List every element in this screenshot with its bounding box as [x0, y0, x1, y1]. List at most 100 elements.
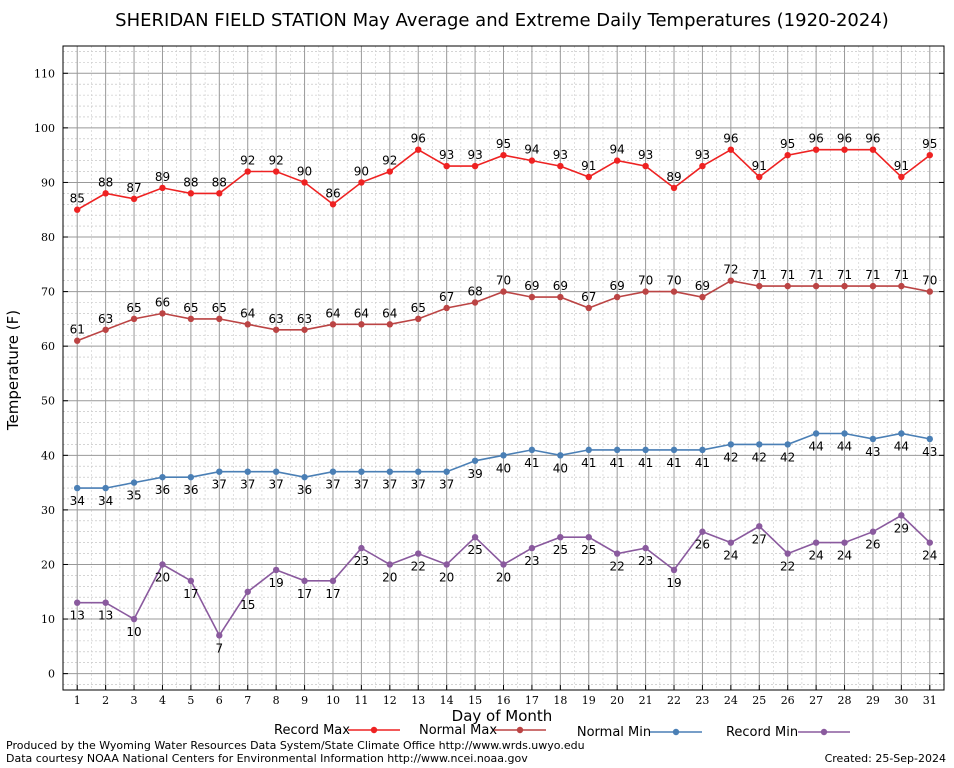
data-point-record-max: [898, 173, 905, 181]
data-point-normal-max: [159, 310, 166, 317]
y-tick-label: 20: [41, 558, 55, 571]
data-label-normal-max: 70: [496, 274, 511, 288]
data-point-record-max: [926, 151, 933, 159]
data-point-normal-min: [756, 441, 763, 448]
data-point-normal-max: [102, 326, 109, 333]
data-point-record-min: [443, 561, 450, 568]
x-tick-label: 17: [525, 694, 539, 707]
data-label-normal-min: 34: [70, 494, 85, 508]
x-tick-label: 6: [216, 694, 223, 707]
data-label-normal-max: 70: [666, 274, 681, 288]
data-point-record-min: [415, 550, 422, 557]
grid: [63, 46, 945, 690]
x-tick-label: 14: [440, 694, 454, 707]
x-tick-label: 16: [497, 694, 511, 707]
data-point-record-min: [102, 599, 109, 606]
data-label-record-min: 13: [70, 609, 85, 623]
data-label-normal-min: 44: [837, 439, 852, 453]
data-label-normal-max: 71: [752, 268, 767, 282]
data-point-normal-min: [386, 468, 394, 475]
data-label-record-min: 26: [865, 538, 880, 552]
data-label-record-min: 22: [610, 560, 625, 574]
data-point-record-min: [329, 577, 337, 585]
data-point-normal-max: [812, 282, 820, 290]
data-point-record-max: [699, 162, 706, 170]
data-label-record-min: 7: [215, 641, 223, 655]
data-point-record-max: [415, 146, 422, 153]
data-label-normal-min: 44: [894, 439, 909, 453]
data-label-record-min: 20: [382, 570, 397, 584]
data-point-normal-min: [187, 473, 195, 481]
data-point-normal-min: [500, 452, 507, 459]
data-point-normal-min: [699, 446, 706, 454]
data-point-record-max: [500, 151, 507, 159]
data-point-normal-max: [443, 304, 450, 312]
y-tick-label: 50: [41, 395, 55, 408]
x-tick-label: 30: [894, 694, 908, 707]
data-point-record-min: [272, 566, 280, 574]
data-point-normal-max: [415, 315, 422, 323]
data-point-record-max: [301, 179, 308, 186]
x-tick-label: 11: [354, 694, 368, 707]
data-label-normal-max: 65: [411, 301, 426, 315]
data-label-normal-min: 37: [354, 478, 369, 492]
data-label-normal-min: 43: [922, 445, 937, 459]
data-point-normal-min: [130, 479, 138, 486]
data-label-normal-min: 40: [553, 461, 568, 475]
data-point-normal-min: [869, 435, 877, 443]
data-point-record-min: [841, 539, 848, 546]
data-label-normal-min: 41: [666, 456, 681, 470]
data-label-record-max: 96: [808, 132, 823, 146]
data-point-normal-max: [869, 282, 877, 290]
y-tick-label: 90: [41, 176, 55, 189]
series-record-max: 85 88 87 89 88 88 92 92 90 86 90 92 96 93 93 95 94 93 91 94…: [70, 132, 937, 213]
data-point-normal-max: [898, 282, 905, 290]
data-label-record-min: 24: [837, 549, 852, 563]
data-label-normal-max: 70: [638, 274, 653, 288]
legend: Record Max Normal Max Normal Min Record Min: [274, 723, 850, 740]
data-label-record-max: 88: [183, 175, 198, 189]
data-point-record-max: [585, 173, 592, 181]
data-point-normal-max: [301, 326, 308, 333]
data-label-record-max: 95: [496, 137, 511, 151]
data-label-record-max: 85: [70, 192, 85, 206]
x-tick-label: 21: [639, 694, 653, 707]
data-label-normal-min: 35: [126, 489, 141, 503]
data-label-record-max: 86: [325, 186, 340, 200]
series-layer: 85 88 87 89 88 88 92 92 90 86 90 92 96 93 93 95 94 93 91 94…: [70, 132, 938, 656]
data-label-normal-max: 66: [155, 295, 170, 309]
x-tick-label: 23: [695, 694, 709, 707]
data-label-normal-max: 71: [894, 268, 909, 282]
data-point-record-min: [358, 544, 365, 552]
y-tick-label: 40: [41, 449, 55, 462]
x-tick-label: 2: [102, 694, 109, 707]
data-label-record-min: 24: [808, 549, 823, 563]
data-point-record-min: [244, 588, 251, 595]
data-label-record-min: 25: [581, 543, 596, 557]
data-point-normal-min: [784, 441, 791, 448]
data-point-record-min: [869, 528, 877, 535]
data-point-record-min: [301, 577, 308, 585]
data-label-normal-max: 64: [382, 306, 397, 320]
data-point-record-max: [727, 146, 735, 153]
y-tick-label: 100: [34, 122, 55, 135]
data-label-record-min: 19: [666, 576, 681, 590]
data-label-normal-max: 69: [610, 279, 625, 293]
data-point-record-min: [926, 539, 933, 546]
data-label-record-min: 23: [524, 554, 539, 568]
data-point-record-min: [130, 615, 138, 623]
data-label-normal-min: 44: [808, 439, 823, 453]
data-point-normal-min: [301, 473, 308, 481]
data-point-record-max: [642, 162, 649, 170]
data-point-normal-min: [528, 446, 536, 454]
x-tick-label: 1: [74, 694, 81, 707]
data-point-normal-min: [670, 446, 678, 454]
data-label-record-min: 27: [752, 532, 767, 546]
legend-marker-record-max: [370, 726, 378, 734]
data-label-normal-max: 67: [439, 290, 454, 304]
data-point-record-max: [613, 157, 621, 164]
data-point-record-min: [159, 561, 166, 568]
data-label-record-max: 90: [297, 164, 312, 178]
data-label-normal-min: 37: [439, 478, 454, 492]
